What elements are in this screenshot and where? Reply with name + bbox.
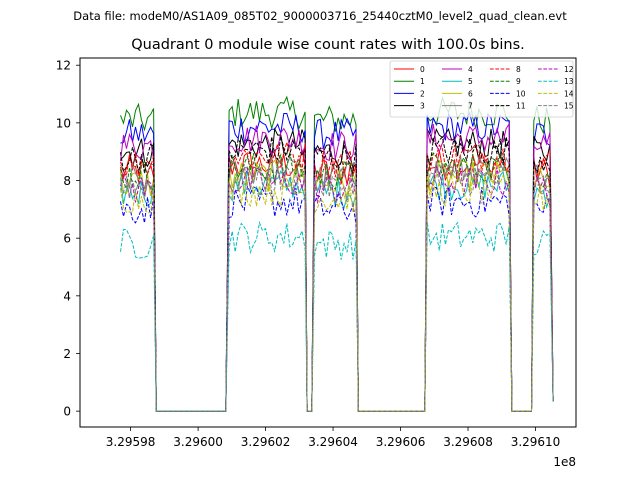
legend-label-6: 6 bbox=[468, 89, 473, 98]
legend-label-5: 5 bbox=[468, 77, 473, 86]
x-tick-label: 3.29598 bbox=[106, 435, 156, 449]
plot-frame bbox=[79, 57, 577, 428]
legend-label-8: 8 bbox=[516, 65, 521, 74]
y-tick-label: 4 bbox=[63, 289, 71, 303]
x-offset-label: 1e8 bbox=[553, 455, 576, 469]
x-tick-label: 3.29608 bbox=[443, 435, 493, 449]
legend-label-10: 10 bbox=[516, 89, 526, 98]
x-tick-label: 3.29600 bbox=[173, 435, 223, 449]
series-line-11 bbox=[120, 135, 554, 412]
legend-label-1: 1 bbox=[420, 77, 425, 86]
y-tick-label: 6 bbox=[63, 232, 71, 246]
series-line-14 bbox=[120, 174, 554, 412]
x-tick-label: 3.29610 bbox=[511, 435, 561, 449]
legend-label-14: 14 bbox=[564, 89, 574, 98]
axes: 3.29598 3.29600 3.29602 3.29604 3.29606 3.296… bbox=[56, 57, 577, 449]
x-tick-label: 3.29606 bbox=[376, 435, 426, 449]
suptitle: Data file: modeM0/AS1A09_085T02_90000037… bbox=[73, 9, 567, 23]
legend-label-11: 11 bbox=[516, 102, 526, 111]
series-line-8 bbox=[120, 140, 554, 412]
x-tick-label: 3.29602 bbox=[241, 435, 291, 449]
series-line-7 bbox=[120, 155, 554, 412]
series-line-12 bbox=[120, 165, 554, 412]
y-tick-label: 2 bbox=[63, 347, 71, 361]
chart-title: Quadrant 0 module wise count rates with … bbox=[131, 37, 525, 53]
legend-label-3: 3 bbox=[420, 102, 425, 111]
series-lines bbox=[120, 95, 554, 412]
legend-label-9: 9 bbox=[516, 77, 521, 86]
series-line-10 bbox=[120, 184, 554, 412]
series-line-1 bbox=[120, 95, 554, 412]
legend-label-15: 15 bbox=[564, 102, 574, 111]
series-line-13 bbox=[120, 220, 554, 412]
legend-box bbox=[389, 60, 574, 118]
series-line-3 bbox=[120, 127, 554, 412]
y-tick-label: 0 bbox=[63, 405, 71, 419]
legend-label-13: 13 bbox=[564, 77, 574, 86]
legend-label-4: 4 bbox=[468, 65, 473, 74]
y-tick-label: 8 bbox=[63, 174, 71, 188]
legend-label-7: 7 bbox=[468, 102, 473, 111]
y-tick-label: 10 bbox=[56, 116, 71, 130]
series-line-4 bbox=[120, 122, 554, 412]
legend-label-2: 2 bbox=[420, 89, 425, 98]
legend-label-12: 12 bbox=[564, 65, 574, 74]
series-line-15 bbox=[120, 163, 554, 412]
legend-label-0: 0 bbox=[420, 65, 425, 74]
y-tick-label: 12 bbox=[56, 59, 71, 73]
x-tick-label: 3.29604 bbox=[308, 435, 358, 449]
